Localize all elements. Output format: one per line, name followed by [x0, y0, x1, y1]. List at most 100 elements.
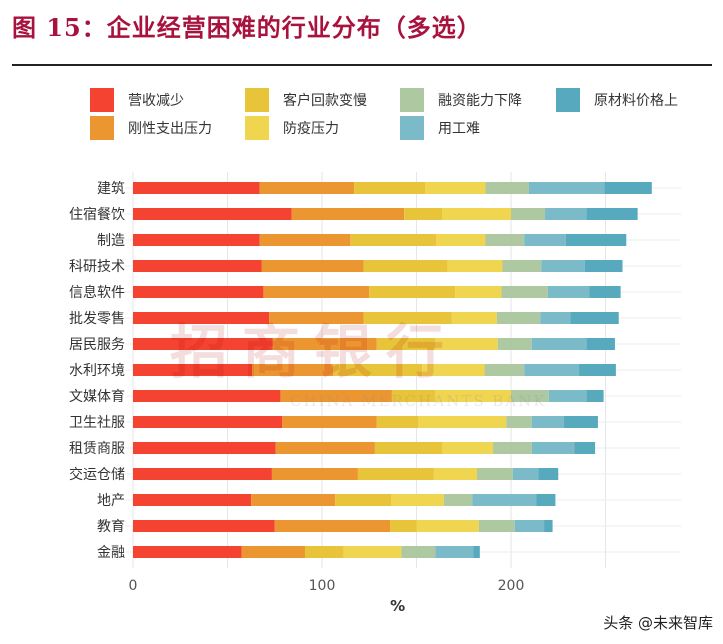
bar-segment: [350, 234, 437, 246]
title-divider: [12, 64, 712, 66]
bar-segment: [280, 390, 392, 402]
bar-segment: [133, 520, 275, 532]
bar-segment: [436, 234, 486, 246]
source-footer: 头条 @未来智库: [603, 614, 713, 632]
legend-swatch: [245, 116, 269, 140]
bar-segment: [455, 286, 502, 298]
bar-segment: [275, 442, 375, 454]
bar-segment: [269, 312, 364, 324]
bar-segment: [390, 520, 417, 532]
bar-segment: [435, 546, 474, 558]
bar-segment: [133, 234, 260, 246]
bar-segment: [241, 546, 305, 558]
bar-segment: [604, 182, 652, 194]
x-axis-label: %: [390, 597, 405, 615]
bar-segment: [422, 364, 485, 376]
legend-label: 防疫压力: [283, 121, 339, 137]
legend-label: 刚性支出压力: [128, 121, 212, 137]
bar-segment: [418, 416, 507, 428]
bar-segment: [524, 364, 580, 376]
bar-segment: [259, 182, 355, 194]
bar-segment: [433, 468, 477, 480]
bar-segment: [493, 442, 532, 454]
category-label: 地产: [97, 493, 125, 509]
bar-segment: [502, 260, 542, 272]
bar-segment: [263, 286, 370, 298]
legend-label: 用工难: [438, 121, 480, 137]
bar-segment: [548, 390, 587, 402]
category-label: 科研技术: [69, 259, 125, 275]
bar-segment: [376, 338, 436, 350]
bar-segment: [133, 390, 281, 402]
bar-segment: [512, 468, 539, 480]
category-label: 文媒体育: [69, 389, 125, 405]
bar-segment: [511, 208, 546, 220]
bar-segment: [442, 442, 494, 454]
bar-segment: [574, 442, 596, 454]
bar-segment: [304, 546, 344, 558]
legend-item: 用工难: [400, 116, 480, 140]
bar-segment: [473, 546, 480, 558]
bar-segment: [565, 234, 627, 246]
bar-segment: [282, 416, 377, 428]
bar-segment: [442, 208, 511, 220]
legend-label: 融资能力下降: [438, 93, 522, 109]
bar-segment: [443, 494, 473, 506]
bar-segment: [272, 338, 377, 350]
bar-segment: [511, 390, 549, 402]
watermark: 招商银行: [170, 318, 459, 386]
bar-segment: [333, 364, 423, 376]
bar-segment: [478, 520, 515, 532]
bar-segment: [335, 494, 391, 506]
bar-segment: [506, 416, 532, 428]
bar-segment: [536, 494, 556, 506]
bar-segment: [541, 260, 585, 272]
bar-segment: [579, 364, 616, 376]
bar-segment: [133, 208, 292, 220]
bar-segment: [544, 520, 553, 532]
bar-segment: [531, 338, 587, 350]
bar-segment: [252, 364, 334, 376]
bar-segment: [261, 260, 364, 272]
legend-item: 原材料价格上: [556, 88, 678, 112]
bar-segment: [584, 260, 623, 272]
category-label: 卫生社服: [69, 415, 125, 431]
bar-segment: [404, 208, 443, 220]
bar-segment: [497, 338, 532, 350]
figure-title: 图 15：企业经营困难的行业分布（多选）: [12, 13, 482, 42]
bar-segment: [376, 416, 419, 428]
category-label: 居民服务: [69, 337, 125, 353]
bar-segment: [369, 286, 456, 298]
bar-segment: [586, 208, 638, 220]
bar-segment: [540, 312, 571, 324]
category-label: 建筑: [97, 181, 125, 197]
legend-swatch: [90, 116, 114, 140]
bar-segment: [133, 286, 264, 298]
bar-segment: [374, 442, 443, 454]
bar-segment: [545, 208, 587, 220]
category-label: 批发零售: [69, 311, 125, 327]
bar-segment: [251, 494, 336, 506]
bar-segment: [401, 546, 436, 558]
bar-segment: [425, 182, 486, 194]
legend-swatch: [245, 88, 269, 112]
legend-swatch: [90, 88, 114, 112]
bar-segment: [447, 260, 503, 272]
bar-segment: [570, 312, 619, 324]
bar-segment: [586, 338, 615, 350]
legend-swatch: [400, 116, 424, 140]
bar-segment: [133, 494, 252, 506]
bar-segment: [524, 234, 566, 246]
bar-segment: [538, 468, 559, 480]
bar-segment: [451, 312, 497, 324]
x-tick-label: 200: [498, 578, 525, 594]
bar-segment: [274, 520, 391, 532]
bar-segment: [390, 494, 444, 506]
bar-segment: [501, 286, 548, 298]
legend-item: 融资能力下降: [400, 88, 522, 112]
bar-segment: [133, 468, 272, 480]
bar-segment: [485, 234, 525, 246]
legend-label: 营收减少: [128, 93, 184, 109]
legend-label: 客户回款变慢: [283, 93, 367, 109]
legend-swatch: [400, 88, 424, 112]
